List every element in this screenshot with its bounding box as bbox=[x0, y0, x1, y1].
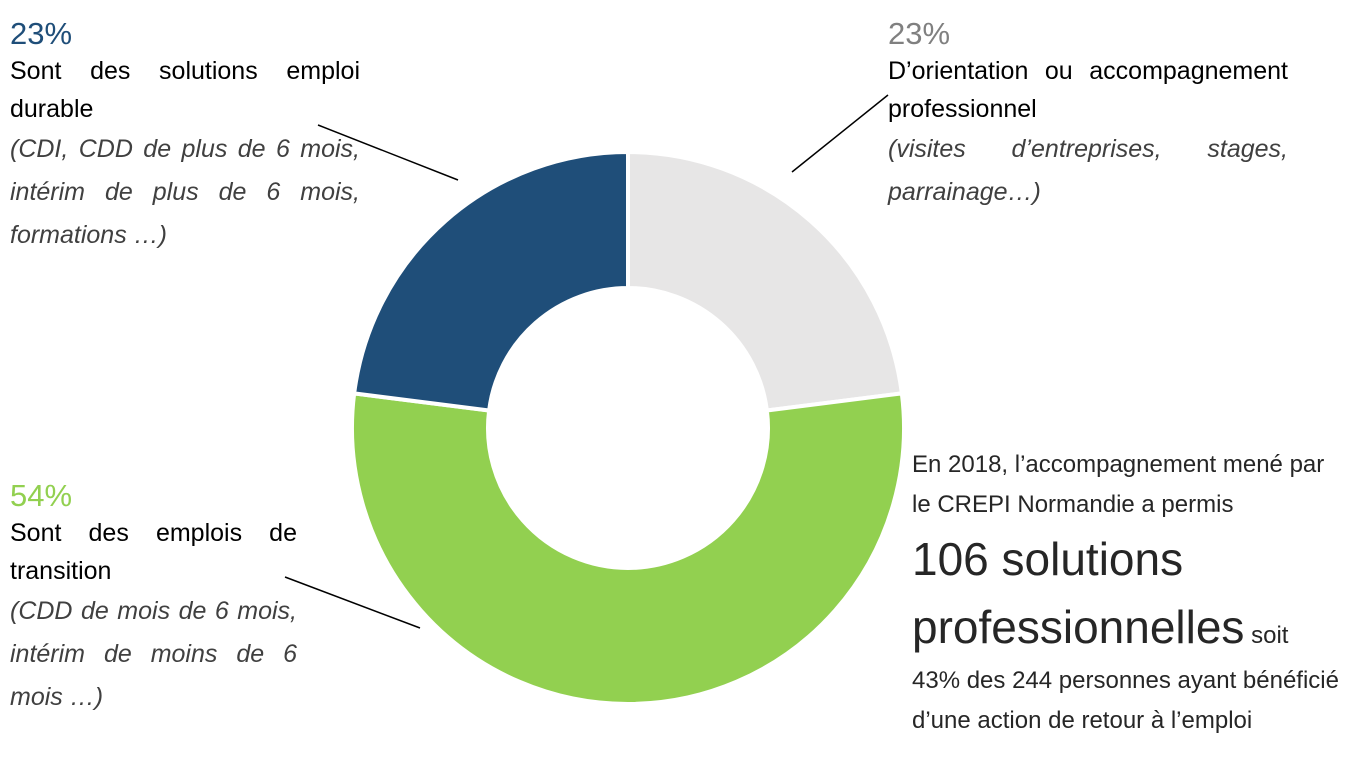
label-block: 23% D’orientation ou accompagnement prof… bbox=[888, 16, 1288, 214]
label-block: 23% Sont des solutions emploi durable (C… bbox=[10, 16, 360, 257]
donut-slice bbox=[351, 149, 630, 413]
donut bbox=[350, 149, 906, 706]
label-block: 54% Sont des emplois de transition (CDD … bbox=[10, 478, 297, 719]
slice-value-label: 23% bbox=[10, 16, 73, 51]
slice-label: D’orientation ou accompagnement professi… bbox=[888, 57, 1288, 123]
donut-slice bbox=[350, 391, 906, 706]
slice-label: Sont des emplois de transition bbox=[10, 519, 297, 585]
leader-line bbox=[791, 94, 889, 173]
annotation-highlight: 106 solutions professionnelles bbox=[912, 533, 1245, 653]
annotation-intro: En 2018, l’accompagnement mené par le CR… bbox=[912, 451, 1325, 518]
slice-label: Sont des solutions emploi durable bbox=[10, 57, 360, 123]
leader-line bbox=[284, 576, 421, 629]
slice-detail: (CDI, CDD de plus de 6 mois, intérim de … bbox=[10, 135, 360, 249]
leader-line bbox=[317, 124, 459, 181]
slice-detail: (CDD de mois de 6 mois, intérim de moins… bbox=[10, 597, 297, 711]
annotation-connector: soit bbox=[1251, 622, 1289, 649]
slice-detail: (visites d’entreprises, stages, parraina… bbox=[888, 135, 1288, 206]
donut-slice bbox=[626, 149, 905, 413]
slice-value-label: 54% bbox=[10, 478, 73, 513]
slice-value-label: 23% bbox=[888, 16, 951, 51]
annotation: En 2018, l’accompagnement mené par le CR… bbox=[912, 445, 1342, 741]
annotation-outro: 43% des 244 personnes ayant bénéficié d’… bbox=[912, 667, 1339, 734]
